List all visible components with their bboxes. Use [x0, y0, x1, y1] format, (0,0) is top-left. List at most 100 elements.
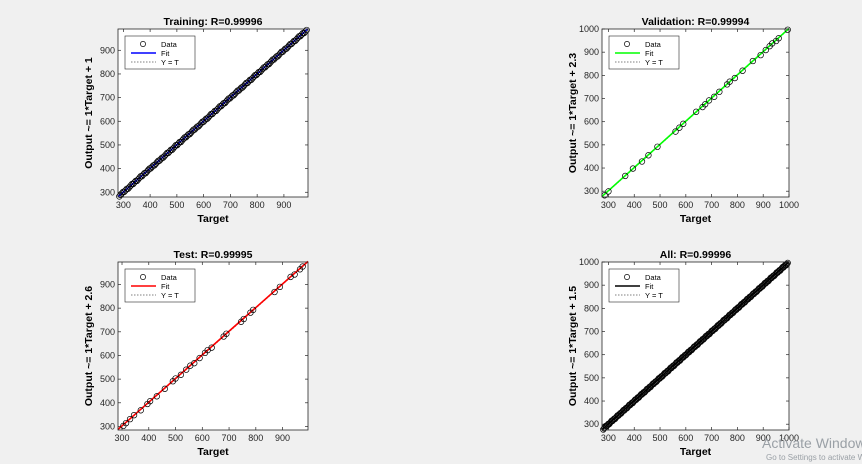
data-point	[223, 330, 230, 337]
data-point	[784, 259, 791, 267]
y-tick-label: 300	[100, 421, 115, 431]
x-tick-label: 500	[169, 200, 184, 210]
legend-label: Data	[645, 40, 662, 49]
y-tick-label: 600	[584, 117, 599, 127]
x-tick-label: 700	[222, 433, 237, 443]
subplot-3: 300 400 500 600 700 800 900 300 400 500 600 700 800 9…	[83, 249, 309, 458]
y-tick-label: 300	[100, 187, 115, 197]
x-tick-label: 800	[250, 200, 265, 210]
data-point	[240, 315, 247, 323]
x-tick-label: 900	[276, 200, 291, 210]
x-tick-label: 500	[653, 433, 668, 443]
legend-label: Y = T	[161, 291, 179, 300]
y-tick-label: 600	[100, 116, 115, 126]
data-point	[749, 57, 757, 65]
x-tick-label: 1000	[779, 200, 799, 210]
data-point	[153, 393, 160, 400]
data-point	[276, 283, 284, 290]
x-tick-label: 800	[730, 200, 745, 210]
y-tick-label: 800	[584, 70, 599, 80]
y-tick-label: 1000	[579, 257, 599, 267]
y-tick-label: 700	[584, 94, 599, 104]
data-point	[196, 354, 203, 362]
axes-frame	[601, 28, 790, 198]
y-tick-label: 700	[584, 327, 599, 337]
y-tick-label: 800	[584, 303, 599, 313]
data-point	[726, 78, 733, 85]
y-tick-label: 800	[100, 303, 115, 313]
legend-label: Y = T	[161, 58, 179, 67]
x-tick-label: 900	[756, 200, 771, 210]
x-tick-label: 400	[143, 200, 158, 210]
data-point	[126, 415, 134, 423]
data-point	[303, 26, 310, 34]
y-tick-label: 300	[584, 186, 599, 196]
data-point	[172, 375, 179, 382]
x-axis-label: Target	[197, 446, 229, 458]
data-point	[638, 158, 646, 165]
data-point	[654, 143, 661, 150]
x-axis-label: Target	[197, 213, 229, 225]
y-tick-label: 400	[100, 164, 115, 174]
data-point	[622, 172, 629, 180]
axes-frame	[601, 261, 790, 431]
x-tick-label: 400	[141, 433, 156, 443]
x-tick-label: 300	[116, 200, 131, 210]
x-tick-label: 300	[601, 200, 616, 210]
data-point	[208, 344, 215, 351]
data-point	[271, 288, 278, 296]
data-point	[249, 306, 257, 314]
data-point	[716, 88, 723, 95]
data-point	[784, 26, 791, 33]
data-point	[629, 165, 637, 172]
data-point	[692, 108, 700, 115]
y-tick-label: 700	[100, 327, 115, 337]
x-tick-label: 600	[196, 200, 211, 210]
data-point	[645, 152, 652, 159]
legend-label: Fit	[161, 282, 170, 291]
data-point	[191, 360, 198, 367]
legend-label: Fit	[645, 282, 654, 291]
data-point	[605, 188, 612, 195]
x-tick-label: 300	[601, 433, 616, 443]
data-point	[783, 260, 791, 268]
x-tick-label: 1000	[779, 433, 799, 443]
data-point	[291, 271, 298, 278]
y-tick-label: 900	[584, 47, 599, 57]
data-point	[137, 407, 144, 414]
data-point	[122, 419, 130, 427]
y-tick-label: 600	[584, 350, 599, 360]
x-axis-label: Target	[680, 213, 712, 225]
data-point	[775, 35, 782, 42]
y-tick-label: 400	[584, 396, 599, 406]
y-axis-label: Output ~= 1*Target + 2.3	[567, 53, 579, 173]
legend-data-marker	[624, 274, 630, 280]
chart-title: All: R=0.99996	[660, 249, 732, 261]
x-tick-label: 700	[223, 200, 238, 210]
x-axis-label: Target	[680, 446, 712, 458]
data-point	[757, 51, 764, 59]
legend-label: Data	[645, 273, 662, 282]
data-point	[731, 74, 738, 82]
x-tick-label: 400	[627, 433, 642, 443]
data-point	[161, 385, 168, 392]
x-tick-label: 800	[730, 433, 745, 443]
y-tick-label: 1000	[579, 24, 599, 34]
y-tick-label: 500	[584, 373, 599, 383]
data-point	[177, 371, 185, 378]
x-tick-label: 700	[704, 433, 719, 443]
axes-frame	[117, 28, 309, 198]
subplot-4: 300 400 500 600 700 800 900 1000 300 400 500 600 700…	[567, 249, 799, 458]
x-tick-label: 500	[168, 433, 183, 443]
y-tick-label: 700	[100, 93, 115, 103]
data-point	[183, 366, 190, 373]
data-point	[702, 101, 709, 108]
x-tick-label: 900	[756, 433, 771, 443]
chart-title: Training: R=0.99996	[164, 16, 263, 28]
x-tick-label: 600	[678, 200, 693, 210]
